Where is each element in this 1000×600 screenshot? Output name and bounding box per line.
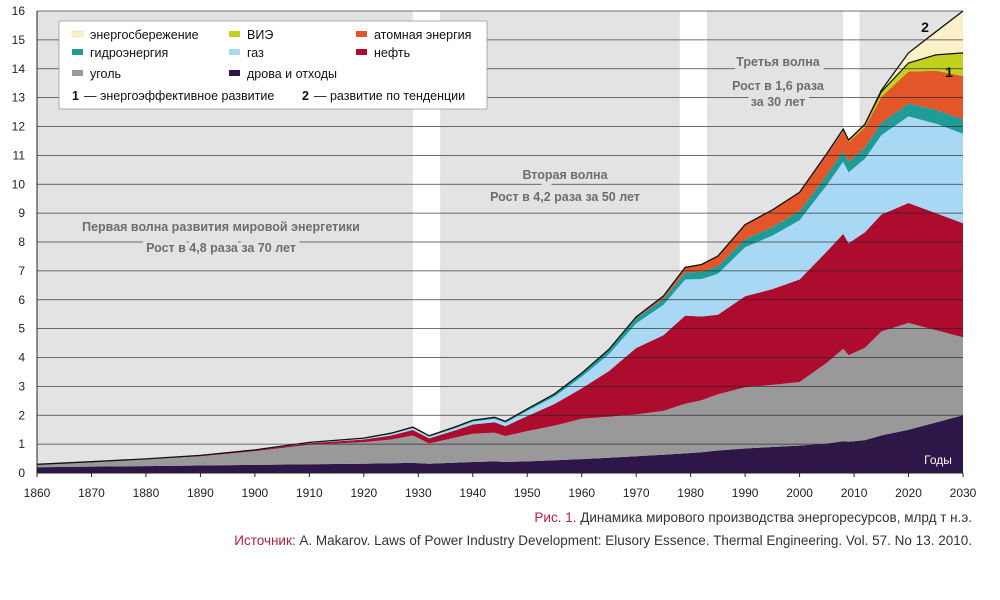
x-tick-label: 1970 — [623, 486, 650, 500]
area-series-2 — [37, 322, 963, 468]
legend-swatch-5 — [72, 49, 83, 55]
x-tick-label: 1980 — [677, 486, 704, 500]
x-tick-label: 1880 — [133, 486, 160, 500]
legend-line-2-id: 2 — [302, 89, 309, 103]
wave-annotation-3-line-3: за 30 лет — [751, 95, 806, 109]
legend-swatch-8 — [71, 30, 84, 38]
y-tick-label: 0 — [18, 466, 25, 480]
legend-label-1: дрова и отходы — [247, 67, 337, 81]
x-tick-label: 2020 — [895, 486, 922, 500]
x-axis-title: Годы — [924, 453, 952, 467]
wave-annotation-2-line-1: Вторая волна — [522, 168, 608, 182]
area-series-3 — [37, 203, 963, 465]
legend-label-6: атомная энергия — [374, 28, 471, 42]
wave-annotation-3-line-1: Третья волна — [736, 55, 820, 69]
wave-annotation-1-line-1: Первая волна развития мировой энергетики — [82, 220, 360, 234]
y-tick-label: 3 — [18, 379, 25, 393]
x-tick-label: 2010 — [841, 486, 868, 500]
legend-line-1-id: 1 — [72, 89, 79, 103]
legend-label-7: ВИЭ — [247, 28, 273, 42]
y-tick-label: 9 — [18, 206, 25, 220]
legend-box — [58, 20, 488, 110]
area-series-5 — [37, 103, 963, 465]
x-tick-label: 1870 — [78, 486, 105, 500]
x-tick-label: 1860 — [24, 486, 51, 500]
y-tick-label: 16 — [12, 4, 26, 18]
area-series-4 — [37, 116, 963, 465]
legend-label-2: уголь — [90, 67, 121, 81]
y-tick-label: 2 — [18, 408, 25, 422]
y-tick-label: 1 — [18, 437, 25, 451]
source-caption: Источник: A. Makarov. Laws of Power Indu… — [234, 533, 972, 548]
figure-text: Динамика мирового производства энергорес… — [576, 510, 972, 525]
line-label-1: 1 — [945, 64, 953, 80]
legend-swatch-3 — [356, 49, 367, 55]
y-tick-label: 12 — [12, 120, 26, 134]
legend-swatch-4 — [229, 49, 240, 55]
legend-swatch-1 — [229, 70, 240, 76]
x-tick-label: 1960 — [568, 486, 595, 500]
x-tick-label: 1950 — [514, 486, 541, 500]
x-tick-label: 1990 — [732, 486, 759, 500]
x-tick-label: 1940 — [459, 486, 486, 500]
y-tick-label: 4 — [18, 351, 25, 365]
area-series-1 — [37, 415, 963, 473]
y-tick-label: 15 — [12, 33, 26, 47]
wave-annotation-1-line-2: Рост в 4,8 раза за 70 лет — [146, 241, 296, 255]
line-label-2: 2 — [921, 19, 929, 35]
x-tick-label: 1900 — [242, 486, 269, 500]
legend-swatch-2 — [72, 70, 83, 76]
legend-swatch-6 — [356, 31, 367, 37]
legend-line-2-label: — развитие по тенденции — [314, 89, 465, 103]
y-tick-label: 6 — [18, 293, 25, 307]
efficient-scenario-line — [842, 52, 964, 142]
y-tick-label: 5 — [18, 322, 25, 336]
x-tick-label: 1920 — [350, 486, 377, 500]
legend-label-8: энергосбережение — [90, 28, 199, 42]
y-tick-label: 14 — [12, 62, 26, 76]
source-text: A. Makarov. Laws of Power Industry Devel… — [295, 533, 972, 548]
y-tick-label: 7 — [18, 264, 25, 278]
legend-swatch-7 — [229, 31, 240, 37]
wave-annotation-2-line-2: Рост в 4,2 раза за 50 лет — [490, 190, 640, 204]
y-tick-label: 13 — [12, 91, 26, 105]
legend-label-3: нефть — [374, 46, 410, 60]
x-tick-label: 2000 — [786, 486, 813, 500]
y-tick-label: 11 — [13, 148, 26, 162]
x-tick-label: 1890 — [187, 486, 214, 500]
y-tick-label: 10 — [12, 177, 26, 191]
y-tick-label: 8 — [18, 235, 25, 249]
x-tick-label: 2030 — [950, 486, 977, 500]
legend-label-4: газ — [247, 46, 264, 60]
legend-line-1-label: — энергоэффективное развитие — [84, 89, 274, 103]
source-label: Источник: — [234, 533, 296, 548]
legend-label-5: гидроэнергия — [90, 46, 168, 60]
x-tick-label: 1930 — [405, 486, 432, 500]
figure-label: Рис. 1. — [534, 510, 577, 525]
x-tick-label: 1910 — [296, 486, 323, 500]
figure-caption: Рис. 1. Динамика мирового производства э… — [534, 510, 972, 525]
wave-annotation-3-line-2: Рост в 1,6 раза — [732, 79, 825, 93]
